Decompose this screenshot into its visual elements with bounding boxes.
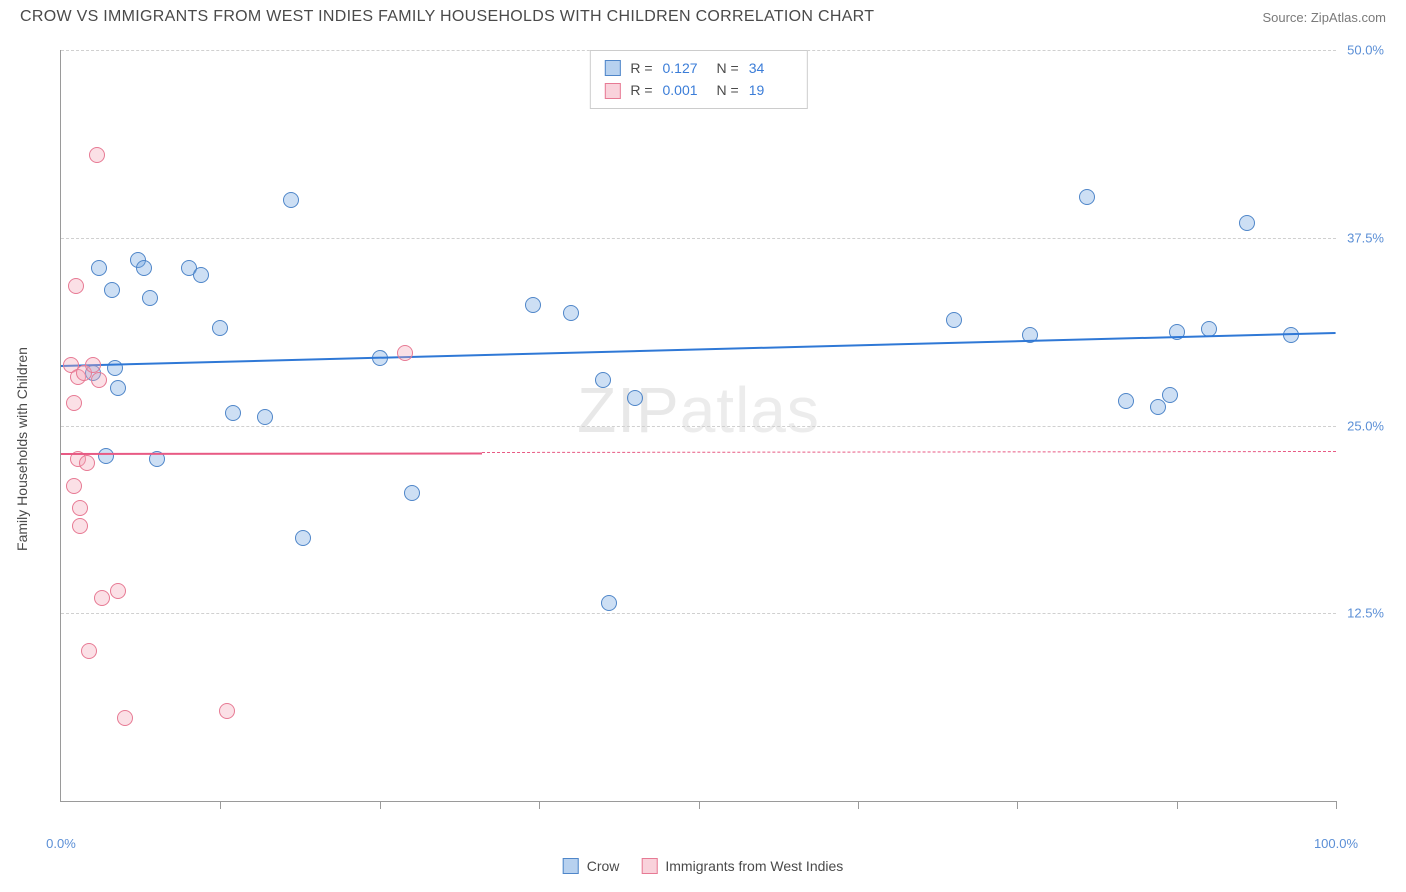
bottom-legend: Crow Immigrants from West Indies (563, 858, 844, 874)
x-tick (380, 801, 381, 809)
data-point (595, 372, 611, 388)
data-point (94, 590, 110, 606)
data-point (946, 312, 962, 328)
data-point (142, 290, 158, 306)
data-point (66, 395, 82, 411)
data-point (1283, 327, 1299, 343)
x-tick (220, 801, 221, 809)
plot-area: ZIPatlas 12.5%25.0%37.5%50.0%0.0%100.0%R… (60, 50, 1336, 802)
legend-label-crow: Crow (587, 858, 620, 874)
chart-title: CROW VS IMMIGRANTS FROM WEST INDIES FAMI… (20, 8, 874, 26)
chart-container: Family Households with Children ZIPatlas… (50, 50, 1386, 832)
stats-n-value: 34 (749, 57, 793, 79)
data-point (104, 282, 120, 298)
stats-row: R = 0.001 N = 19 (604, 79, 792, 101)
stats-legend: R = 0.127 N = 34 R = 0.001 N = 19 (589, 50, 807, 109)
data-point (98, 448, 114, 464)
data-point (283, 192, 299, 208)
data-point (257, 409, 273, 425)
legend-item-crow: Crow (563, 858, 620, 874)
gridline (61, 238, 1336, 239)
data-point (85, 357, 101, 373)
y-tick-label: 50.0% (1347, 43, 1384, 58)
stats-r-value: 0.127 (663, 57, 707, 79)
y-axis-label: Family Households with Children (14, 347, 30, 551)
data-point (72, 500, 88, 516)
y-tick-label: 37.5% (1347, 230, 1384, 245)
x-tick (1336, 801, 1337, 809)
legend-label-immigrants: Immigrants from West Indies (665, 858, 843, 874)
x-tick-label-first: 0.0% (46, 836, 76, 851)
data-point (110, 583, 126, 599)
gridline (61, 426, 1336, 427)
data-point (79, 455, 95, 471)
trendline (61, 332, 1336, 367)
x-tick (1017, 801, 1018, 809)
stats-swatch (604, 60, 620, 76)
x-tick (539, 801, 540, 809)
gridline (61, 613, 1336, 614)
y-tick-label: 25.0% (1347, 418, 1384, 433)
data-point (1162, 387, 1178, 403)
data-point (136, 260, 152, 276)
x-tick (699, 801, 700, 809)
data-point (1239, 215, 1255, 231)
data-point (225, 405, 241, 421)
data-point (91, 260, 107, 276)
stats-r-label: R = (630, 57, 652, 79)
legend-swatch-crow (563, 858, 579, 874)
data-point (72, 518, 88, 534)
legend-swatch-immigrants (641, 858, 657, 874)
stats-row: R = 0.127 N = 34 (604, 57, 792, 79)
data-point (219, 703, 235, 719)
trendline (61, 452, 482, 454)
stats-n-label: N = (717, 57, 739, 79)
data-point (1118, 393, 1134, 409)
stats-n-value: 19 (749, 79, 793, 101)
stats-n-label: N = (717, 79, 739, 101)
data-point (1079, 189, 1095, 205)
legend-item-immigrants: Immigrants from West Indies (641, 858, 843, 874)
data-point (601, 595, 617, 611)
data-point (117, 710, 133, 726)
data-point (212, 320, 228, 336)
data-point (193, 267, 209, 283)
data-point (563, 305, 579, 321)
data-point (68, 278, 84, 294)
x-tick (1177, 801, 1178, 809)
data-point (1150, 399, 1166, 415)
data-point (627, 390, 643, 406)
data-point (81, 643, 97, 659)
data-point (397, 345, 413, 361)
source-label: Source: ZipAtlas.com (1262, 10, 1386, 25)
stats-swatch (604, 83, 620, 99)
stats-r-label: R = (630, 79, 652, 101)
data-point (91, 372, 107, 388)
data-point (110, 380, 126, 396)
data-point (295, 530, 311, 546)
x-tick (858, 801, 859, 809)
data-point (89, 147, 105, 163)
y-tick-label: 12.5% (1347, 606, 1384, 621)
data-point (525, 297, 541, 313)
x-tick-label-last: 100.0% (1314, 836, 1358, 851)
watermark: ZIPatlas (577, 373, 820, 447)
stats-r-value: 0.001 (663, 79, 707, 101)
data-point (66, 478, 82, 494)
data-point (404, 485, 420, 501)
trendline (482, 451, 1336, 453)
